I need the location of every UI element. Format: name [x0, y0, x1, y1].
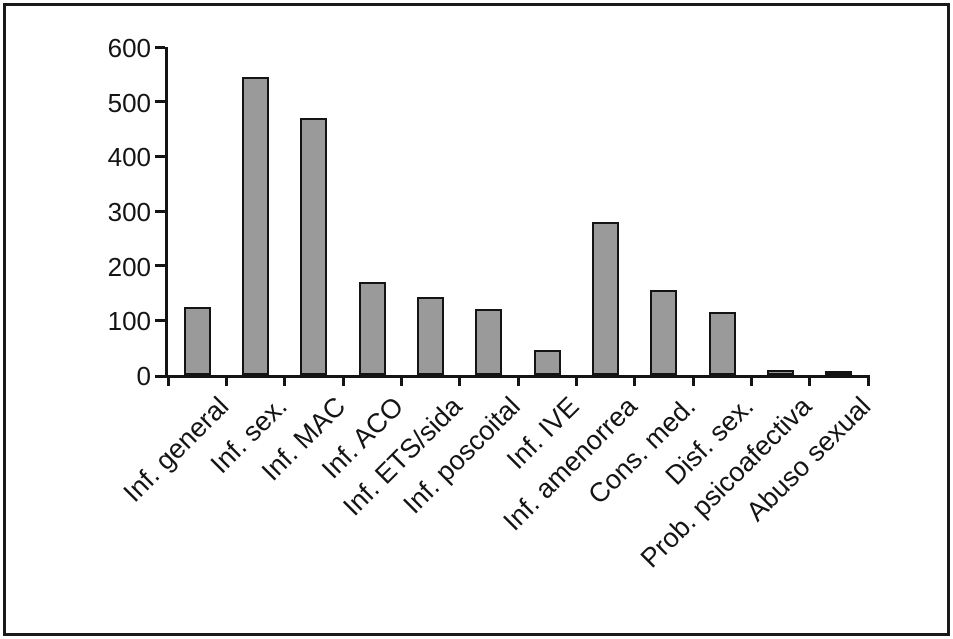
x-tick — [866, 375, 870, 386]
y-tick-label: 400 — [107, 142, 151, 173]
x-tick — [749, 375, 753, 386]
bar — [650, 290, 678, 375]
bar — [475, 309, 503, 375]
y-tick — [155, 318, 165, 322]
bar — [358, 282, 386, 375]
bar — [183, 306, 211, 375]
bar — [242, 77, 269, 375]
bar — [417, 296, 444, 375]
y-tick-label: 100 — [107, 306, 151, 337]
x-tick — [399, 375, 403, 386]
bar — [767, 369, 794, 375]
y-tick — [155, 45, 165, 49]
x-tick — [283, 375, 287, 386]
y-tick — [155, 209, 165, 213]
y-tick — [155, 154, 165, 158]
x-tick — [574, 375, 578, 386]
x-tick — [633, 375, 637, 386]
x-tick — [224, 375, 228, 386]
x-tick — [516, 375, 520, 386]
y-tick — [155, 264, 165, 268]
bar — [533, 350, 561, 375]
y-tick-label: 300 — [107, 197, 151, 227]
y-tick-label: 600 — [107, 33, 151, 63]
x-tick — [691, 375, 695, 386]
x-tick — [458, 375, 462, 386]
y-tick-label: 500 — [107, 87, 151, 118]
y-tick-label: 0 — [136, 361, 151, 391]
x-tick — [166, 375, 170, 386]
bar — [825, 371, 853, 375]
x-tick — [808, 375, 812, 386]
y-tick — [155, 100, 165, 104]
bar — [592, 221, 619, 375]
y-tick — [155, 375, 165, 378]
plot-area — [165, 47, 868, 378]
bar — [708, 312, 736, 375]
bar — [300, 118, 328, 375]
y-tick-label: 200 — [107, 251, 151, 282]
x-tick — [341, 375, 345, 386]
